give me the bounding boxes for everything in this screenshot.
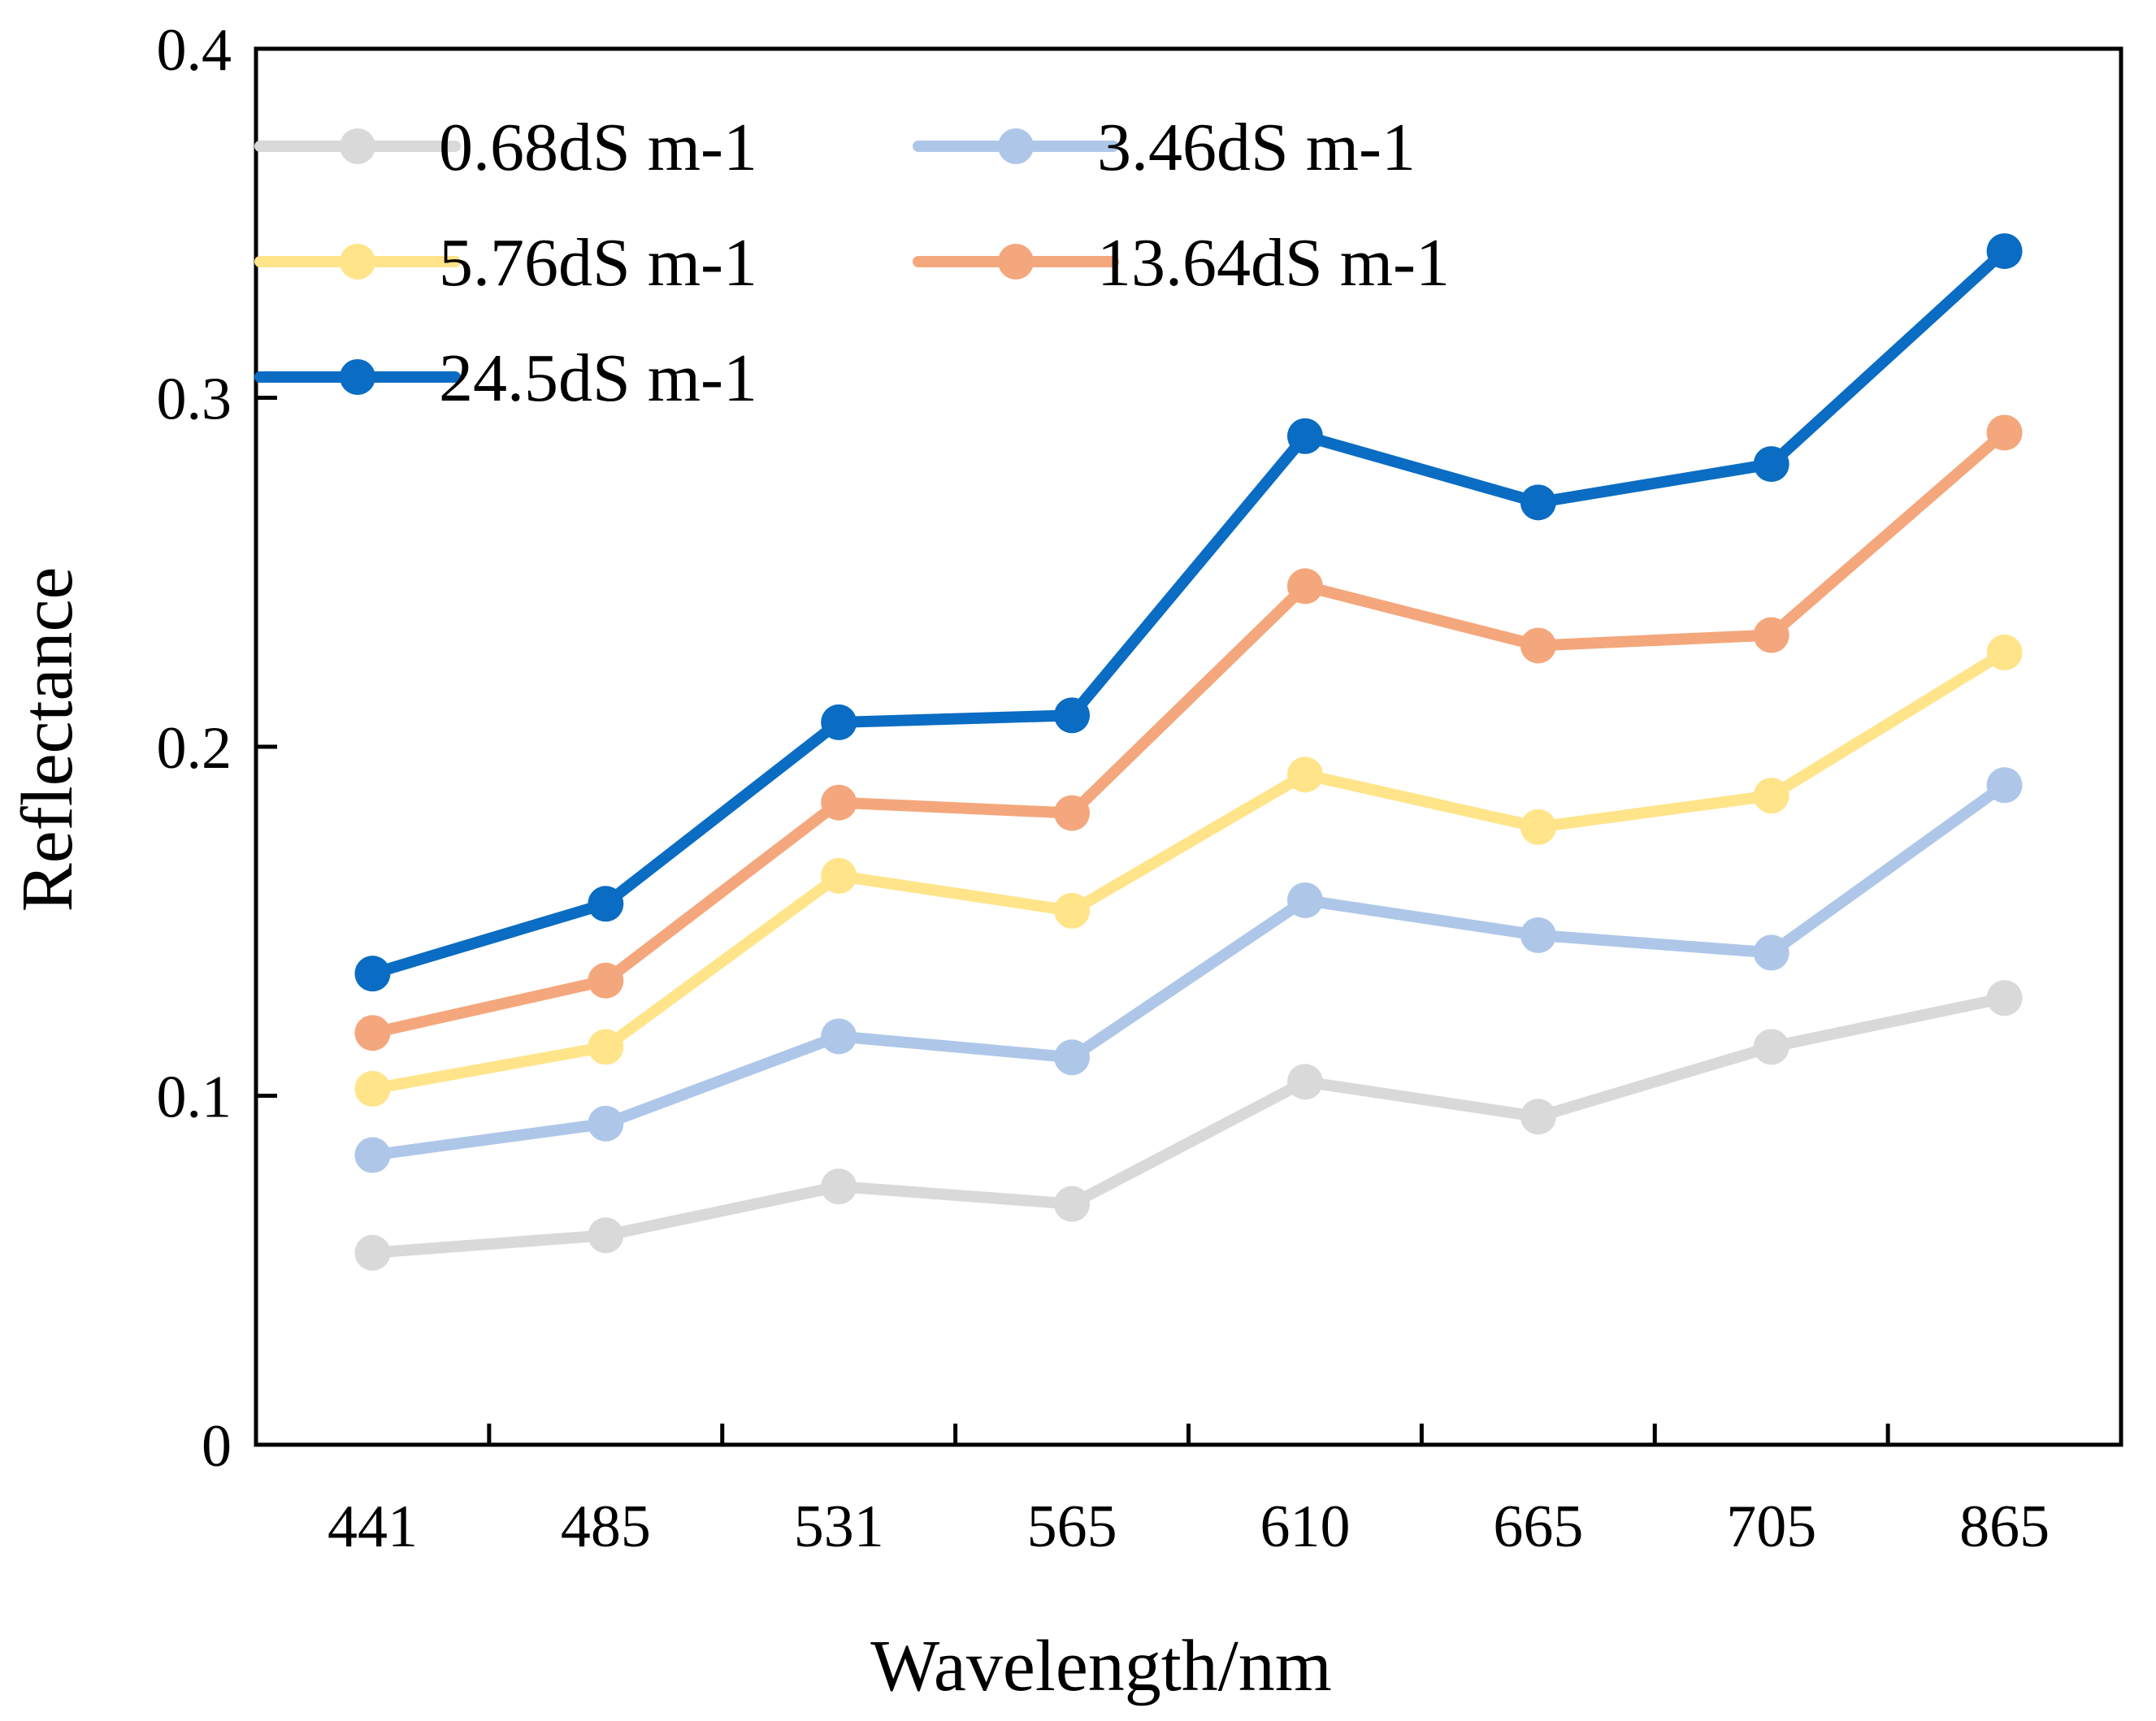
data-point bbox=[1753, 446, 1789, 483]
y-tick-label: 0.2 bbox=[157, 715, 232, 782]
x-tick-label: 565 bbox=[1027, 1493, 1117, 1560]
legend-swatch-marker bbox=[340, 359, 375, 395]
axes: 0 0.1 0.2 0.3 0.4 441 485 531 565 610 665 705 865 bbox=[157, 17, 2123, 1560]
legend-item: 13.64dS m-1 bbox=[913, 225, 1450, 301]
x-tick-label: 705 bbox=[1726, 1493, 1816, 1560]
data-point bbox=[821, 1018, 857, 1055]
x-axis-title: Wavelength/nm bbox=[870, 1626, 1332, 1706]
series-3 bbox=[354, 635, 2023, 1107]
data-point bbox=[588, 886, 624, 922]
data-point bbox=[1054, 795, 1091, 831]
series-line bbox=[367, 647, 2011, 1095]
y-axis-title: Reflectance bbox=[7, 567, 88, 913]
legend-item: 24.5dS m-1 bbox=[254, 340, 757, 416]
data-point bbox=[1520, 484, 1556, 521]
data-point bbox=[1054, 892, 1091, 929]
x-tick-label: 441 bbox=[328, 1493, 418, 1560]
series-line bbox=[367, 992, 2011, 1259]
series-line bbox=[367, 779, 2011, 1161]
legend-item: 3.46dS m-1 bbox=[913, 110, 1416, 185]
data-point bbox=[1986, 767, 2023, 804]
data-point bbox=[821, 784, 857, 821]
legend: 0.68dS m-1 3.46dS m-1 5.76dS m-1 13.64dS m-… bbox=[254, 110, 1450, 416]
data-point bbox=[1520, 627, 1556, 664]
data-point bbox=[1286, 1064, 1323, 1100]
data-point bbox=[821, 704, 857, 740]
data-point bbox=[1054, 1039, 1091, 1076]
x-tick-label: 665 bbox=[1493, 1493, 1583, 1560]
legend-item: 5.76dS m-1 bbox=[254, 225, 757, 301]
y-tick-label: 0 bbox=[202, 1413, 232, 1480]
legend-label: 13.64dS m-1 bbox=[1097, 225, 1450, 301]
legend-label: 24.5dS m-1 bbox=[439, 340, 757, 416]
legend-item: 0.68dS m-1 bbox=[254, 110, 757, 185]
data-point bbox=[1986, 233, 2023, 270]
data-point bbox=[1054, 1186, 1091, 1222]
legend-swatch-marker bbox=[340, 128, 375, 164]
data-point bbox=[354, 1015, 391, 1051]
data-point bbox=[1986, 980, 2023, 1017]
data-point bbox=[1286, 418, 1323, 454]
series-line bbox=[367, 427, 2011, 1039]
x-tick-label: 531 bbox=[794, 1493, 884, 1560]
data-point bbox=[1986, 635, 2023, 671]
y-tick-label: 0.1 bbox=[157, 1064, 232, 1131]
series-line bbox=[367, 245, 2011, 980]
legend-label: 0.68dS m-1 bbox=[439, 110, 757, 185]
data-point bbox=[588, 1029, 624, 1065]
data-point bbox=[354, 1070, 391, 1107]
x-tick-label: 610 bbox=[1260, 1493, 1350, 1560]
data-point bbox=[1520, 1099, 1556, 1135]
x-tick-label: 485 bbox=[561, 1493, 651, 1560]
data-point bbox=[354, 956, 391, 992]
y-tick-label: 0.4 bbox=[157, 17, 232, 84]
data-point bbox=[1286, 756, 1323, 793]
legend-swatch-marker bbox=[340, 244, 375, 280]
data-point bbox=[1753, 1029, 1789, 1065]
legend-swatch-marker bbox=[998, 244, 1034, 280]
data-point bbox=[1986, 414, 2023, 451]
series-2 bbox=[354, 767, 2023, 1173]
data-point bbox=[821, 1168, 857, 1205]
series-layer bbox=[354, 233, 2023, 1271]
data-point bbox=[1054, 697, 1091, 734]
data-point bbox=[1520, 808, 1556, 845]
series-4 bbox=[354, 414, 2023, 1051]
legend-label: 5.76dS m-1 bbox=[439, 225, 757, 301]
legend-label: 3.46dS m-1 bbox=[1097, 110, 1416, 185]
y-tick-label: 0.3 bbox=[157, 366, 232, 433]
series-1 bbox=[354, 980, 2023, 1271]
data-point bbox=[588, 1217, 624, 1254]
data-point bbox=[1520, 917, 1556, 953]
data-point bbox=[1753, 617, 1789, 653]
series-5 bbox=[354, 233, 2023, 992]
data-point bbox=[588, 1105, 624, 1142]
data-point bbox=[1753, 934, 1789, 971]
data-point bbox=[1286, 568, 1323, 605]
legend-swatch-marker bbox=[998, 128, 1034, 164]
data-point bbox=[821, 857, 857, 894]
data-point bbox=[1753, 778, 1789, 814]
data-point bbox=[354, 1137, 391, 1173]
data-point bbox=[1286, 882, 1323, 918]
data-point bbox=[354, 1234, 391, 1271]
data-point bbox=[588, 962, 624, 999]
x-tick-label: 865 bbox=[1959, 1493, 2050, 1560]
